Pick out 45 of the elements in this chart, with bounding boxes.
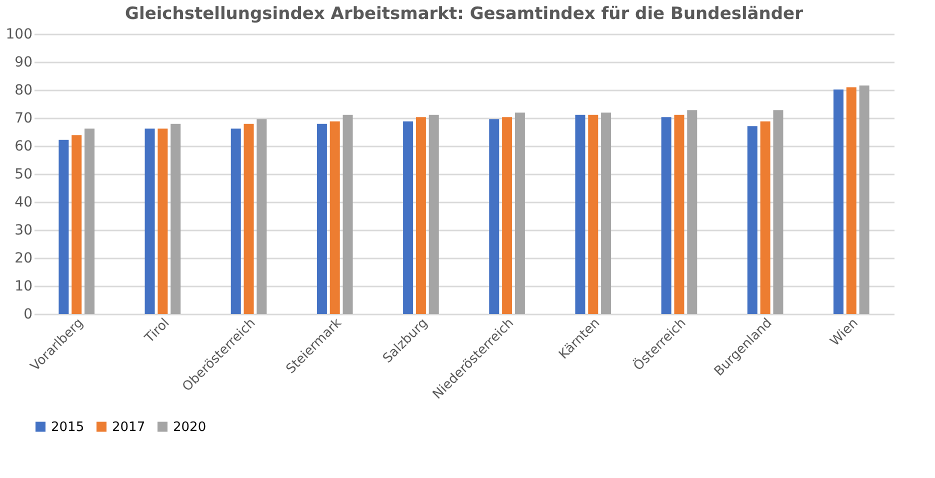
- bar: [489, 119, 500, 314]
- bar: [833, 89, 844, 314]
- bar: [403, 121, 414, 314]
- bar: [428, 114, 439, 314]
- bar: [230, 128, 241, 314]
- bar: [674, 114, 684, 314]
- bar: [514, 112, 525, 314]
- y-tick-label: 90: [14, 54, 32, 70]
- y-tick-label: 20: [14, 250, 32, 266]
- bar: [170, 124, 181, 314]
- y-tick-label: 60: [14, 138, 32, 154]
- bar: [72, 135, 82, 314]
- bar: [773, 110, 784, 314]
- bar: [661, 117, 672, 314]
- bar: [846, 87, 856, 314]
- bar: [416, 117, 426, 314]
- y-tick-label: 10: [14, 278, 32, 294]
- bar: [859, 86, 870, 314]
- bar: [342, 114, 353, 314]
- bar: [575, 114, 586, 314]
- y-tick-label: 0: [24, 306, 32, 322]
- y-tick-label: 30: [14, 222, 32, 238]
- bar: [601, 112, 612, 314]
- bar: [158, 128, 168, 314]
- bar: [747, 126, 758, 314]
- bar: [144, 128, 155, 314]
- legend-label: 2015: [51, 420, 84, 435]
- bar: [760, 121, 770, 314]
- y-tick-label: 100: [6, 26, 32, 42]
- y-tick-label: 50: [14, 166, 32, 182]
- bar: [588, 114, 598, 314]
- bar: [316, 124, 327, 314]
- bar: [244, 124, 254, 314]
- bar: [330, 121, 340, 314]
- bar: [687, 110, 698, 314]
- chart-title: Gleichstellungsindex Arbeitsmarkt: Gesamtindex für die Bundesländer: [125, 4, 804, 24]
- legend-label: 2017: [112, 420, 146, 435]
- y-tick-label: 40: [14, 194, 32, 210]
- bar: [256, 119, 267, 314]
- legend-label: 2020: [173, 420, 206, 435]
- bar: [502, 117, 512, 314]
- bar: [84, 128, 95, 314]
- y-tick-label: 70: [14, 110, 32, 126]
- y-tick-label: 80: [14, 82, 32, 98]
- bar: [58, 140, 69, 314]
